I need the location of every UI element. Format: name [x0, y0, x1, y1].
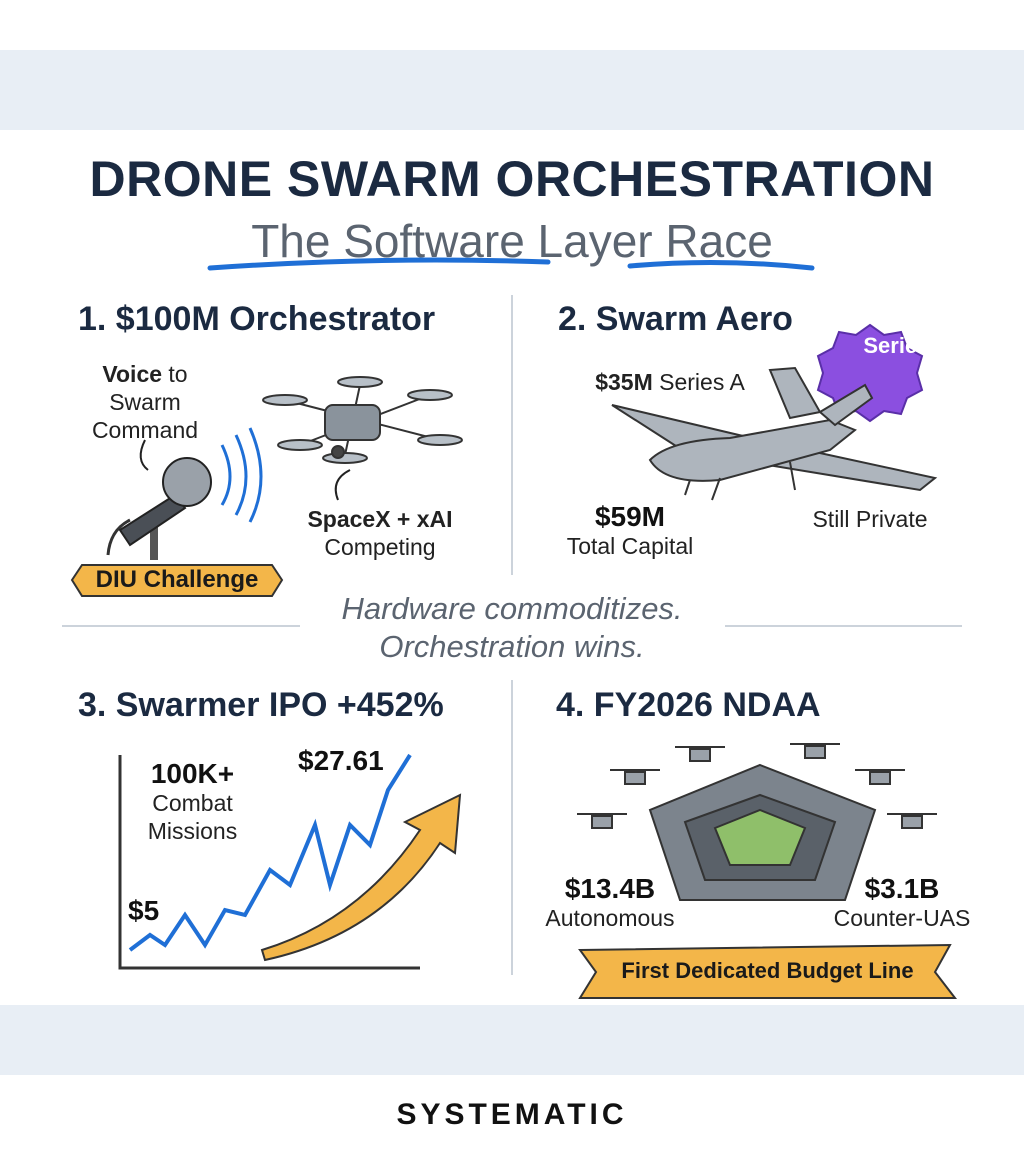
- callout-text: to Swarm Command: [91, 361, 199, 443]
- price-label: $5: [128, 895, 160, 926]
- callout-text: Total Capital: [566, 533, 694, 559]
- title: DRONE SWARM ORCHESTRATION: [89, 151, 935, 207]
- microphone: [106, 427, 263, 560]
- callout-line: [334, 469, 351, 501]
- panel-heading: 1. $100M Orchestrator: [78, 300, 436, 338]
- callout-text: Still Private: [812, 506, 928, 532]
- aircraft: [611, 366, 938, 501]
- footer-brand: SYSTEMATIC: [396, 1098, 628, 1131]
- callout-bold: Voice: [102, 361, 163, 387]
- callout-bold: SpaceX + xAI: [307, 506, 453, 532]
- callout: $59M Total Capital: [550, 503, 710, 560]
- subtitle: The Software Layer Race: [251, 215, 773, 267]
- callout-text: Combat Missions: [147, 790, 238, 844]
- callout: Voice to Swarm Command: [80, 360, 210, 444]
- pentagon: [648, 763, 877, 901]
- drones-small: [577, 743, 937, 829]
- callout-text: Autonomous: [545, 905, 675, 931]
- ribbon: [70, 564, 284, 597]
- top-band: [0, 50, 1024, 130]
- callout: $35M Series A: [575, 368, 765, 396]
- ribbon-text: DIU Challenge: [95, 566, 259, 593]
- callout: 100K+ Combat Missions: [130, 760, 255, 845]
- badge-text: Series A: [863, 333, 951, 358]
- callout: $3.1B Counter-UAS: [822, 875, 982, 932]
- bottom-band: [0, 1005, 1024, 1075]
- callout: $13.4B Autonomous: [530, 875, 690, 932]
- price-label: $27.61: [298, 745, 384, 776]
- callout: SpaceX + xAI Competing: [285, 505, 475, 561]
- panel-heading: 2. Swarm Aero: [558, 300, 793, 338]
- callout-text: Series A: [659, 369, 745, 395]
- panel-heading: 4. FY2026 NDAA: [556, 686, 821, 724]
- drone: [262, 376, 463, 464]
- callout: Still Private: [790, 505, 950, 533]
- callout-text: Competing: [324, 534, 436, 560]
- callout-bold: $13.4B: [564, 873, 656, 904]
- price-chart: [118, 753, 462, 970]
- callout-bold: $3.1B: [864, 873, 940, 904]
- callout-bold: 100K+: [150, 758, 235, 789]
- dividers: [62, 295, 962, 975]
- callout-bold: $35M: [595, 369, 653, 395]
- ribbon-text: First Dedicated Budget Line: [621, 958, 914, 983]
- callout-bold: $59M: [594, 501, 666, 532]
- title-underline: [207, 257, 815, 271]
- ribbon: [578, 943, 958, 999]
- panel-heading: 3. Swarmer IPO +452%: [78, 686, 444, 724]
- callout-text: Counter-UAS: [833, 905, 971, 931]
- center-quote: Hardware commoditizes. Orchestration win…: [341, 591, 683, 664]
